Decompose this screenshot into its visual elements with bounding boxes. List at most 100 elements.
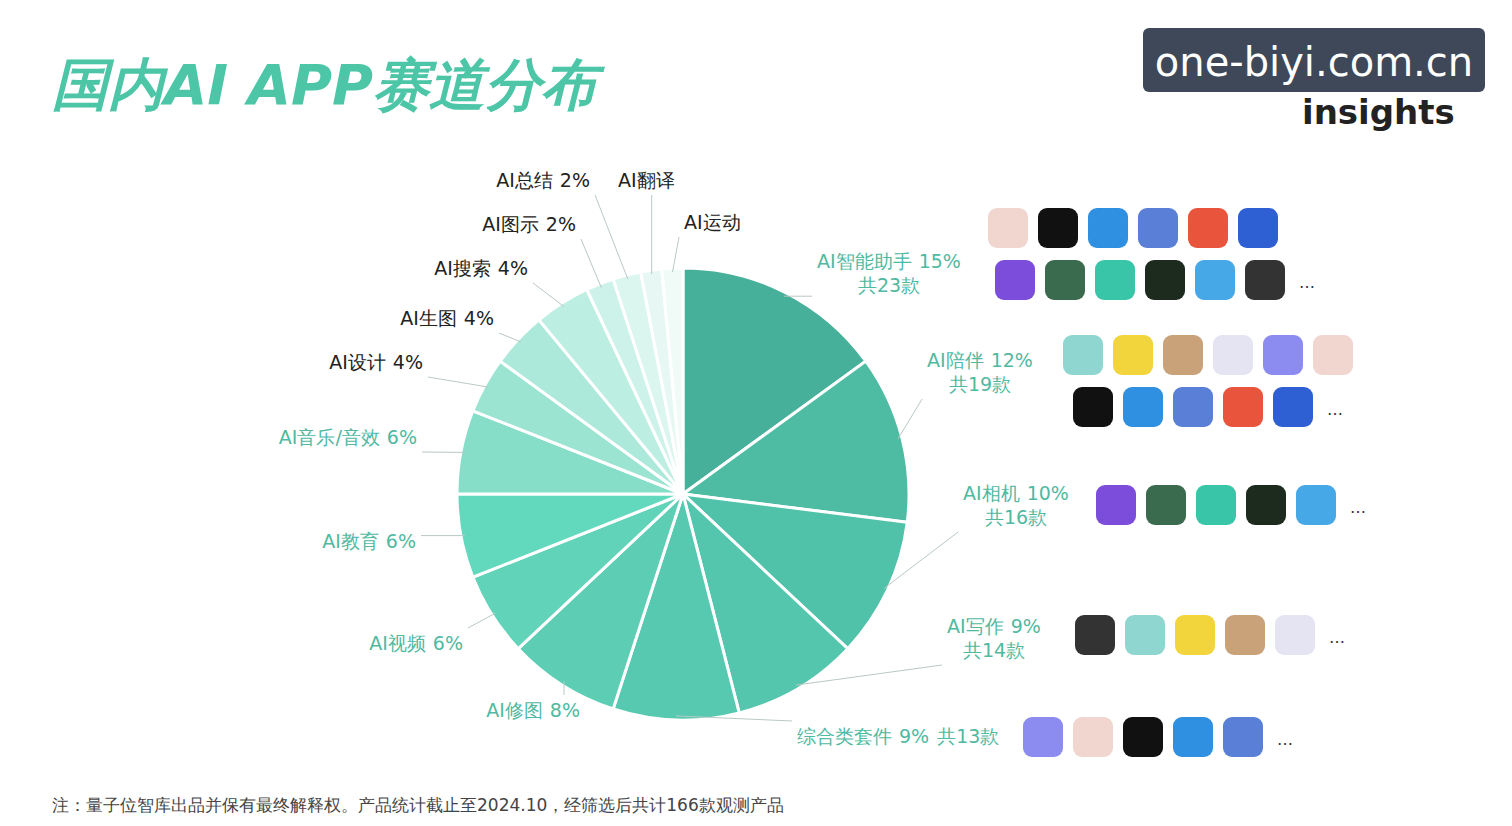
leader-line (673, 237, 680, 272)
slice-label-text: 综合类套件9%共13款 (797, 725, 999, 747)
leader-line (422, 452, 465, 453)
app-icon (1223, 387, 1263, 427)
leader-line (796, 665, 942, 685)
slice-label-text: AI修图8% (486, 699, 580, 721)
slice-label-text: AI陪伴 12% (927, 349, 1033, 371)
category-name: AI总结 (496, 169, 553, 191)
app-icon (988, 208, 1028, 248)
app-icon (1196, 485, 1236, 525)
category-name: AI视频 (369, 632, 426, 654)
data-label: 4% (393, 351, 423, 373)
category-name: AI写作 (947, 615, 1004, 637)
footnote: 注：量子位智库出品并保有最终解释权。产品统计截止至2024.10，经筛选后共计1… (52, 795, 784, 815)
leader-line (533, 283, 564, 307)
app-icon (1073, 387, 1113, 427)
app-icon (1123, 717, 1163, 757)
slice-label: AI修图8% (486, 699, 580, 721)
category-name: AI图示 (482, 213, 539, 235)
title: 国内AI APP赛道分布 (52, 52, 606, 117)
app-icon (1245, 260, 1285, 300)
leader-line (428, 377, 489, 387)
count-label: 共16款 (985, 506, 1047, 528)
data-label: 6% (387, 426, 417, 448)
app-icon (1075, 615, 1115, 655)
data-label: 4% (464, 307, 494, 329)
category-name: AI生图 (400, 307, 457, 329)
app-icon (1173, 717, 1213, 757)
slice-label: AI视频 6% (369, 632, 463, 654)
data-label: 6% (433, 632, 463, 654)
pie-slice (457, 494, 683, 577)
slice-label: AI智能助手15%共23款 (817, 250, 961, 296)
labels: AI智能助手15%共23款AI陪伴12%共19款AI相机10%共16款AI写作9… (279, 169, 1069, 747)
slice-label-text: AI写作 9% (947, 615, 1041, 637)
pie-slice (662, 268, 683, 494)
app-icon (1163, 335, 1203, 375)
brand: insights (1302, 92, 1455, 132)
app-icon (1238, 208, 1278, 248)
app-icon (1045, 260, 1085, 300)
category-name: AI翻译 (618, 169, 675, 191)
more-icons: … (1299, 273, 1315, 292)
slice-label: AI教育6% (322, 530, 416, 552)
app-icon (1263, 335, 1303, 375)
data-label: 9% (1011, 615, 1041, 637)
more-icons: … (1327, 400, 1343, 419)
data-label: 4% (498, 257, 528, 279)
leader-line (651, 195, 652, 274)
slice-label: AI总结2% (496, 169, 590, 191)
data-label: 12% (991, 349, 1033, 371)
leader-line (499, 333, 521, 342)
app-icon (1125, 615, 1165, 655)
chart-canvas: 国内AI APP赛道分布insightsone-biyi.com.cn注：量子位… (0, 0, 1512, 826)
category-name: AI陪伴 (927, 349, 984, 371)
app-icon (1123, 387, 1163, 427)
data-label: 10% (1027, 482, 1069, 504)
category-name: AI运动 (684, 211, 741, 233)
app-icon (1073, 717, 1113, 757)
slice-label: AI翻译 (618, 169, 675, 191)
app-icon (995, 260, 1035, 300)
app-icon (1146, 485, 1186, 525)
app-icon (1145, 260, 1185, 300)
app-icon (1275, 615, 1315, 655)
app-icon (1088, 208, 1128, 248)
app-icon (1038, 208, 1078, 248)
leader-line (581, 239, 601, 288)
slice-label-text: AI运动 (684, 211, 741, 233)
app-icon (1188, 208, 1228, 248)
category-name: AI设计 (329, 351, 386, 373)
app-icon (1225, 615, 1265, 655)
slice-label: AI图示 2% (482, 213, 576, 235)
app-icon (1195, 260, 1235, 300)
more-icons: … (1350, 498, 1366, 517)
slice-label: AI音乐/音效6% (279, 426, 417, 448)
data-label: 8% (550, 699, 580, 721)
slice-label-text: AI搜索4% (434, 257, 528, 279)
leader-line (784, 296, 812, 297)
slice-label-text: AI音乐/音效6% (279, 426, 417, 448)
slice-label: AI设计 4% (329, 351, 423, 373)
category-name: AI相机 (963, 482, 1020, 504)
data-label: 2% (546, 213, 576, 235)
slice-label-text: AI教育6% (322, 530, 416, 552)
app-icon (1296, 485, 1336, 525)
app-icon (1113, 335, 1153, 375)
category-name: AI教育 (322, 530, 379, 552)
app-icon (1273, 387, 1313, 427)
app-icon (1175, 615, 1215, 655)
leader-line (884, 532, 958, 589)
slice-label: AI相机 10%共16款 (963, 482, 1069, 528)
slice-label-text: AI智能助手 15% (817, 250, 961, 272)
leader-line (595, 195, 628, 279)
category-name: AI智能助手 (817, 250, 912, 272)
pie (457, 268, 909, 720)
data-label: 15% (919, 250, 961, 272)
slice-label-text: AI相机 10% (963, 482, 1069, 504)
slice-label-text: AI视频 6% (369, 632, 463, 654)
watermark-box (1143, 28, 1485, 92)
slice-label: AI陪伴12%共19款 (927, 349, 1033, 395)
app-icon (1138, 208, 1178, 248)
more-icons: … (1329, 628, 1345, 647)
app-icon (1213, 335, 1253, 375)
